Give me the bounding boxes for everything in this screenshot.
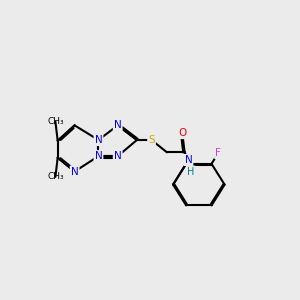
Text: CH₃: CH₃ [47, 172, 64, 182]
Text: N: N [114, 120, 122, 130]
Text: N: N [71, 167, 79, 176]
Text: CH₃: CH₃ [47, 117, 64, 126]
Text: N: N [184, 155, 192, 165]
Text: O: O [178, 128, 186, 138]
Text: N: N [114, 151, 122, 161]
Text: N: N [94, 151, 102, 161]
Text: H: H [187, 167, 194, 176]
Text: F: F [215, 148, 221, 158]
Text: N: N [94, 135, 102, 145]
Text: S: S [148, 135, 155, 145]
